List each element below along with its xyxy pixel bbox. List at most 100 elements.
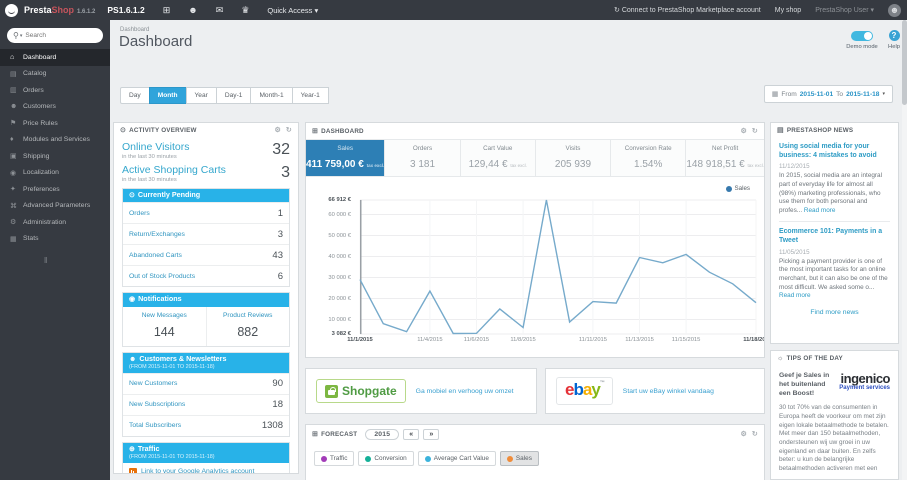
product-reviews-cell: Product Reviews 882: [205, 306, 290, 346]
cart-icon: ⊞: [312, 431, 319, 438]
sidebar-item-shipping[interactable]: ▣ Shipping: [10, 152, 50, 161]
sidebar-item-orders[interactable]: ▥ Orders: [10, 86, 44, 95]
find-more-news-link[interactable]: Find more news: [810, 308, 859, 316]
next-period-button[interactable]: »: [423, 428, 440, 440]
refresh-icon[interactable]: ↻: [751, 128, 758, 135]
returns-link[interactable]: Return/Exchanges: [129, 230, 185, 238]
sidebar-item-stats[interactable]: ▦ Stats: [10, 235, 39, 243]
gear-icon[interactable]: ⚙: [740, 431, 747, 438]
kpi-tab-conversion-rate[interactable]: Conversion Rate 1.54%: [611, 140, 687, 176]
avatar[interactable]: ☻: [888, 3, 901, 17]
my-shop-link[interactable]: My shop: [774, 6, 802, 14]
ebay-link[interactable]: Start uw eBay winkel vandaag: [622, 387, 714, 395]
shopgate-link[interactable]: Ga mobiel en verhoog uw omzet: [415, 387, 514, 395]
filter-month-button[interactable]: Month: [148, 87, 187, 104]
forecast-legend-conversion[interactable]: Conversion: [358, 451, 414, 466]
out-of-stock-link[interactable]: Out of Stock Products: [129, 272, 196, 280]
kpi-tab-sales[interactable]: Sales 411 759,00 € tax excl.: [306, 140, 386, 176]
sales-chart-xlabels: 11/1/2015 11/4/2015 11/6/2015 11/8/2015 11/1…: [347, 337, 764, 347]
new-subscriptions-row: New Subscriptions 18: [123, 393, 289, 415]
notifications-section: ◉ Notifications New Messages 144 Product R…: [122, 292, 290, 347]
sidebar-item-catalog[interactable]: ▤ Catalog: [10, 70, 47, 78]
x-axis-tick: 11/8/2015: [510, 337, 536, 343]
forecast-legend-average-cart-value[interactable]: Average Cart Value: [417, 451, 496, 466]
filter-month-1-button[interactable]: Month-1: [250, 87, 293, 104]
tips-of-the-day-panel: ☼ TIPS OF THE DAY Geef je Sales in het b…: [770, 350, 899, 480]
x-axis-tick: 11/6/2015: [463, 337, 490, 343]
search-input[interactable]: [25, 32, 86, 39]
bell-icon: ◉: [129, 296, 136, 304]
shipping-icon: ▣: [10, 153, 17, 161]
kpi-tab-visits[interactable]: Visits 205 939: [535, 140, 612, 176]
date-range-picker[interactable]: ▦ From 2015-11-01 To 2015-11-18 ▾: [763, 85, 893, 103]
sidebar-item-dashboard[interactable]: ⌂ Dashboard: [0, 49, 110, 66]
new-subscriptions-link[interactable]: New Subscriptions: [129, 401, 186, 409]
chevron-down-icon[interactable]: ▾: [19, 32, 23, 39]
gear-icon[interactable]: ⚙: [274, 127, 281, 134]
news-article-title[interactable]: Ecommerce 101: Payments in a Tweet: [779, 228, 883, 245]
filter-year-1-button[interactable]: Year-1: [291, 87, 329, 104]
new-messages-link[interactable]: New Messages: [141, 311, 187, 319]
collapse-menu-icon[interactable]: ‖: [44, 256, 49, 265]
read-more-link[interactable]: Read more: [803, 206, 836, 214]
refresh-icon[interactable]: ↻: [751, 431, 758, 438]
x-axis-tick: 11/15/2015: [671, 337, 701, 343]
y-axis-tick: 20 000 €: [328, 295, 351, 302]
sales-chart-svg: [359, 199, 757, 335]
forecast-legend-traffic[interactable]: Traffic: [314, 451, 355, 466]
read-more-link[interactable]: Read more: [779, 292, 811, 300]
lightbulb-icon: ☼: [777, 354, 784, 362]
customers-icon: ☻: [10, 103, 18, 111]
abandoned-carts-link[interactable]: Abandoned Carts: [129, 251, 182, 259]
sidebar-item-localization[interactable]: ◉ Localization: [10, 169, 59, 177]
google-analytics-link[interactable]: Link to your Google Analytics account: [141, 468, 255, 474]
filter-day-1-button[interactable]: Day-1: [215, 87, 252, 104]
user-menu[interactable]: PrestaShop User ▾: [815, 7, 874, 14]
filter-day-button[interactable]: Day: [120, 87, 150, 104]
gear-icon[interactable]: ⚙: [740, 128, 747, 135]
pending-row-orders: Orders 1: [123, 202, 289, 223]
sidebar-item-administration[interactable]: ⚙ Administration: [10, 218, 67, 227]
prestashop-logo[interactable]: [5, 3, 18, 17]
online-visitors-link[interactable]: Online Visitors: [122, 141, 190, 153]
traffic-dot: [321, 455, 327, 462]
cart-icon: ⊞: [312, 128, 319, 135]
demo-mode-toggle[interactable]: [851, 31, 873, 41]
sidebar-item-advanced-parameters[interactable]: ⌘ Advanced Parameters: [10, 202, 91, 210]
orders-link[interactable]: Orders: [129, 209, 150, 217]
quick-access-menu[interactable]: Quick Access ▾: [267, 5, 319, 15]
customers-topbar-icon[interactable]: ☻: [188, 4, 198, 15]
conversion-dot: [365, 455, 372, 462]
total-subscribers-link[interactable]: Total Subscribers: [129, 422, 182, 430]
product-reviews-link[interactable]: Product Reviews: [223, 311, 273, 319]
sidebar-item-customers[interactable]: ☻ Customers: [10, 103, 56, 111]
news-article-title[interactable]: Using social media for your business: 4 …: [779, 143, 877, 159]
average-cart-value-dot: [424, 455, 431, 462]
kpi-tab-cart-value[interactable]: Cart Value 129,44 € tax excl.: [460, 140, 536, 176]
sales-chart-legend[interactable]: Sales: [725, 185, 750, 192]
y-axis-tick: 66 912 €: [328, 197, 351, 203]
refresh-icon[interactable]: ↻: [285, 127, 292, 134]
page-title: Dashboard: [119, 33, 193, 50]
kpi-tab-net-profit[interactable]: Net Profit 148 918,51 € tax excl.: [686, 140, 764, 176]
help-icon[interactable]: ?: [888, 30, 900, 41]
catalog-icon: ▤: [10, 70, 17, 78]
previous-period-button[interactable]: «: [403, 428, 420, 440]
brand-version: 1.6.1.2: [77, 9, 96, 15]
kpi-tab-orders[interactable]: Orders 3 181: [385, 140, 461, 176]
new-customers-link[interactable]: New Customers: [129, 380, 178, 388]
cart-icon[interactable]: ⊞: [162, 4, 171, 15]
sidebar-item-price-rules[interactable]: ⚑ Price Rules: [10, 119, 58, 128]
globe-icon: ⊕: [129, 445, 135, 453]
scrollbar-thumb[interactable]: [902, 20, 907, 105]
sidebar-item-preferences[interactable]: ✦ Preferences: [10, 185, 60, 194]
messages-icon[interactable]: ✉: [215, 4, 224, 15]
search-icon[interactable]: ⚲: [13, 31, 19, 40]
forecast-legend-sales[interactable]: Sales: [499, 451, 539, 466]
modules-topbar-icon[interactable]: ♛: [241, 4, 250, 15]
sidebar-item-modules[interactable]: ♦ Modules and Services: [10, 136, 90, 144]
forecast-year-selector[interactable]: 2015: [365, 428, 400, 440]
filter-year-button[interactable]: Year: [185, 87, 217, 104]
marketplace-link[interactable]: ↻ Connect to PrestaShop Marketplace acco…: [614, 7, 761, 14]
active-carts-link[interactable]: Active Shopping Carts: [122, 164, 226, 176]
